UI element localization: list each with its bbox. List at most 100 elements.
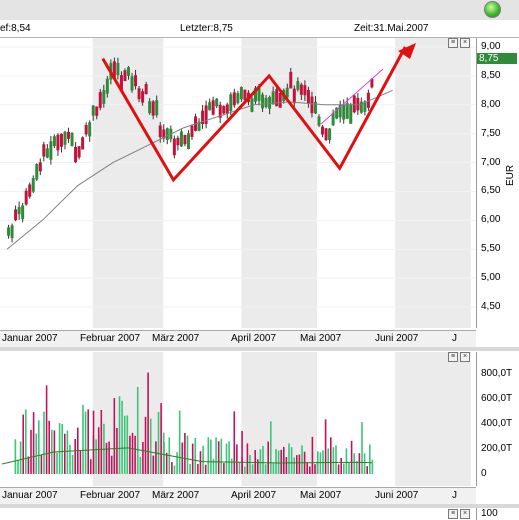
candle-body [310,96,314,114]
volume-bar [142,441,144,474]
volume-bar [257,459,259,474]
quote-info-bar: ef:8,54 Letzter:8,75 Zeit:31.Mai.2007 [0,20,519,38]
x-label-apr-2: April 2007 [231,490,277,501]
volume-bar [129,435,131,474]
volume-bar [152,455,155,474]
volume-bar [48,420,50,474]
candle-body [345,103,349,119]
indicator-close-icon[interactable]: × [460,509,470,519]
volume-bar [149,418,152,474]
candle-body [59,133,63,147]
candle-body [42,144,46,157]
indicator-ytick: 100 [481,508,498,519]
volume-menu-icon[interactable]: ≡ [448,352,458,362]
volume-bar [369,444,371,474]
volume-bar [262,445,264,474]
volume-bar [32,412,35,474]
x-label-may-2: Mai 2007 [300,490,342,501]
candle-body [225,104,229,114]
volume-bar [280,449,282,474]
volume-bar [225,443,228,474]
price-ytick: 7,00 [481,156,501,168]
price-ytick: 7,50 [481,127,501,139]
volume-bar [293,457,295,474]
volume-bar [356,461,358,474]
volume-bar [178,410,181,474]
volume-bar [270,421,272,474]
candle-body [239,87,243,100]
volume-bar [361,422,363,474]
candle-body [271,91,275,105]
volume-bar [189,463,191,474]
price-chart-panel[interactable]: ≡ × [0,38,476,328]
candle-body [63,131,67,145]
candle-body [264,97,268,107]
panel-close-icon[interactable]: × [460,38,470,48]
candle-body [123,70,127,82]
price-unit-label: EUR [505,164,516,186]
candle-body [289,71,293,89]
volume-bar [82,404,84,474]
x-label-feb: Februar 2007 [80,333,141,344]
volume-bar [301,445,303,474]
panel-menu-icon[interactable]: ≡ [448,38,458,48]
candle-body [338,104,342,118]
volume-bar [139,456,142,474]
volume-bar [144,416,147,474]
candle-body [243,89,247,101]
volume-chart-panel[interactable]: ≡ × [0,352,476,486]
price-ytick: 4,50 [481,301,501,312]
volume-bar [100,410,103,474]
volume-bar [79,451,82,474]
panel-separator-2[interactable] [0,504,519,508]
volume-bar [126,415,129,474]
volume-y-axis: 800,0T 600,0T 400,0T 200,0T 0 [476,352,519,486]
candle-body [349,104,353,124]
top-bar [0,0,519,20]
price-ytick: 5,50 [481,243,501,255]
month-shade [241,38,317,328]
volume-bar [207,437,210,474]
panel-separator[interactable] [0,347,519,351]
volume-bar [173,465,176,474]
indicator-menu-icon[interactable]: ≡ [448,509,458,519]
x-label-jul: J [452,333,457,344]
volume-bar [27,456,30,474]
volume-bar [343,463,345,474]
candle-body [81,137,85,150]
volume-bar [267,441,269,474]
candle-body [285,87,289,98]
candle-body [162,129,166,139]
trend-line [320,68,384,125]
volume-bar [194,437,197,474]
candle-body [370,78,374,88]
candle-body [335,107,339,119]
volume-bar [371,459,374,474]
volume-bar [366,466,368,474]
volume-bar [288,443,290,474]
indicator-panel[interactable]: ≡ × [0,508,476,520]
volume-average-line [1,447,373,465]
volume-bar [147,372,149,474]
volume-bar [84,411,87,474]
volume-bar [90,459,92,474]
volume-bar [14,439,17,474]
volume-bar [64,433,66,474]
candle-body [222,106,226,114]
candle-body [126,67,130,76]
volume-bar [30,429,32,474]
candle-body [190,125,194,137]
candle-body [186,133,190,150]
volume-bar [241,457,243,474]
volume-bar [197,464,199,474]
candle-body [148,101,152,114]
volume-close-icon[interactable]: × [460,352,470,362]
volume-bar [155,441,157,474]
volume-bar [233,411,236,474]
candle-body [299,84,303,95]
candle-body [296,81,300,90]
volume-bar [204,464,207,474]
volume-bar [244,466,246,474]
candle-body [67,131,71,139]
time-value: Zeit:31.Mai.2007 [354,23,429,34]
